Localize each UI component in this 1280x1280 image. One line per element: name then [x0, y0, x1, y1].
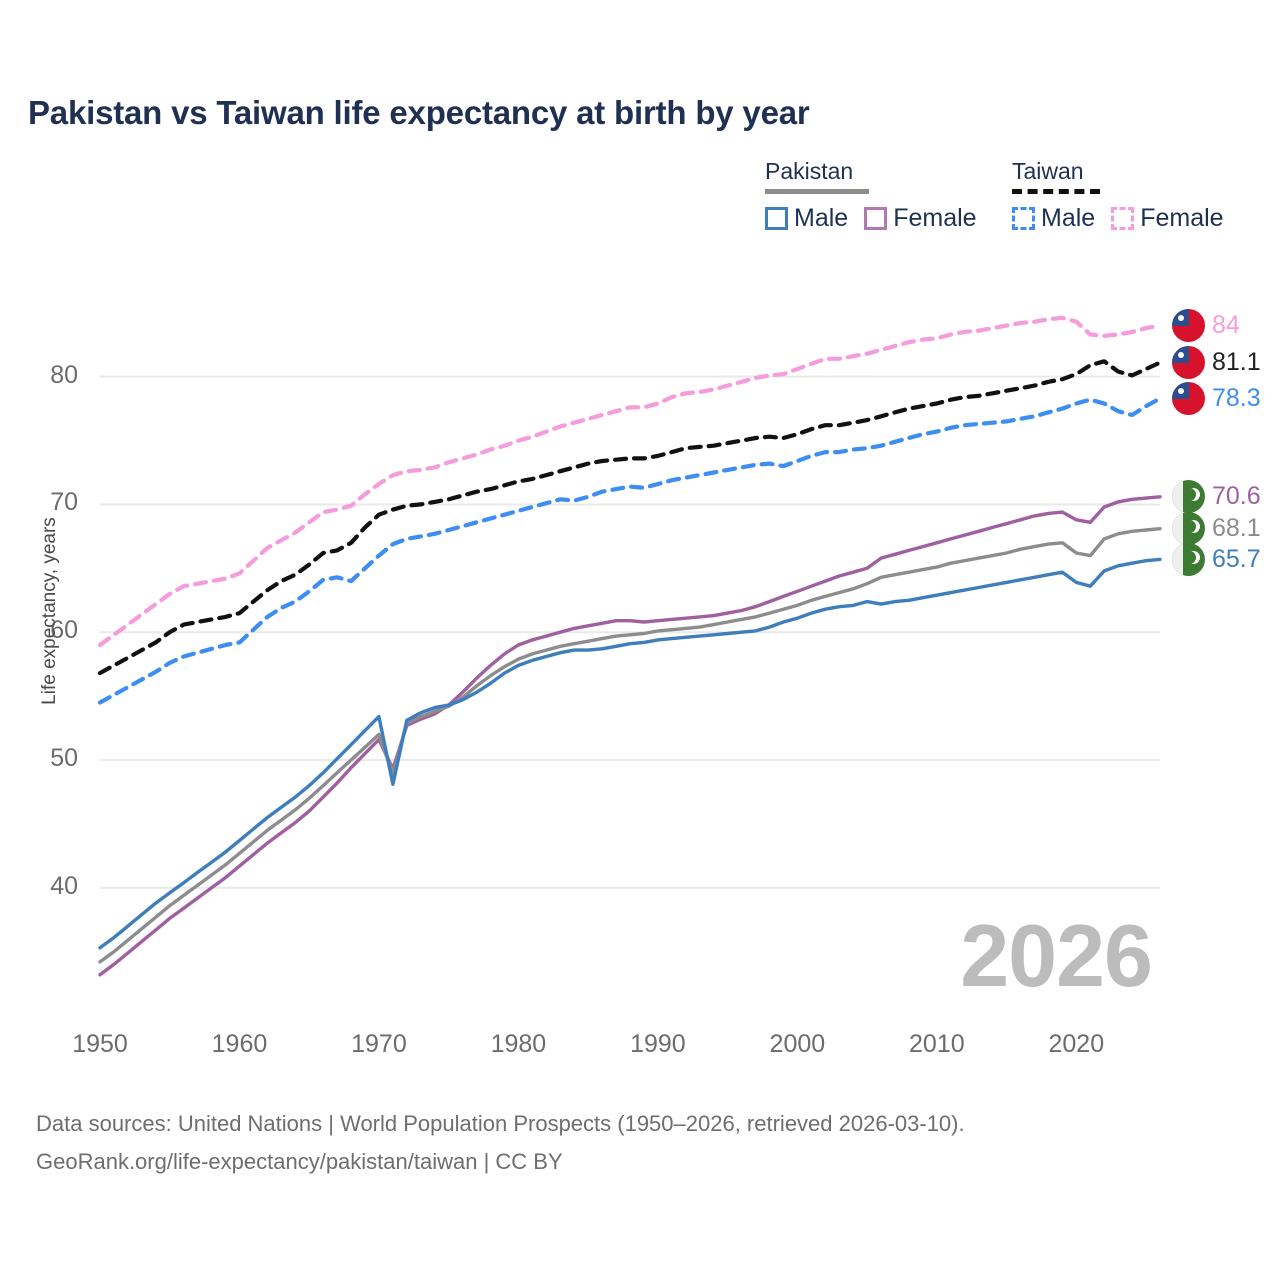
y-axis-tick-label: 70 — [50, 488, 78, 517]
legend-swatch-icon — [1012, 207, 1035, 230]
x-axis-tick-label: 2020 — [1048, 1030, 1105, 1058]
legend-rule-solid — [765, 189, 869, 194]
legend-swatch-icon — [765, 207, 788, 230]
legend-item-taiwan-female[interactable]: Female — [1111, 204, 1224, 233]
legend-group-taiwan: Taiwan Male Female — [1012, 158, 1240, 233]
footer-credits: Data sources: United Nations | World Pop… — [36, 1105, 1236, 1181]
legend-item-label: Male — [1041, 204, 1096, 232]
series-end-value: 70.6 — [1212, 482, 1261, 511]
legend-swatch-icon — [1111, 207, 1135, 230]
series-end-label: 81.1 — [1172, 346, 1261, 380]
series-end-value: 78.3 — [1212, 383, 1261, 412]
legend-group-pakistan: Pakistan Male Female — [765, 158, 993, 233]
series-end-value: 65.7 — [1212, 544, 1261, 573]
series-end-value: 81.1 — [1212, 348, 1261, 377]
taiwan-flag-icon — [1172, 346, 1205, 380]
pakistan-flag-icon — [1172, 542, 1205, 576]
legend-group-label-taiwan: Taiwan — [1012, 158, 1084, 184]
pakistan-flag-icon — [1172, 480, 1205, 514]
y-axis-title: Life expectancy, years — [39, 517, 60, 705]
series-end-label: 84 — [1172, 309, 1240, 343]
chart-legend: Pakistan Male Female Taiwan Male — [760, 158, 1260, 248]
page-title: Pakistan vs Taiwan life expectancy at bi… — [28, 94, 810, 131]
series-end-label: 78.3 — [1172, 381, 1261, 415]
x-axis-tick-label: 1960 — [211, 1030, 268, 1058]
legend-item-pakistan-male[interactable]: Male — [765, 204, 848, 233]
year-watermark: 2026 — [960, 906, 1153, 1005]
series-end-label: 70.6 — [1172, 480, 1261, 514]
legend-item-label: Female — [893, 204, 977, 232]
y-axis-tick-label: 60 — [50, 616, 78, 645]
footer-line-2: GeoRank.org/life-expectancy/pakistan/tai… — [36, 1149, 563, 1174]
series-end-value: 68.1 — [1212, 514, 1261, 543]
legend-item-pakistan-female[interactable]: Female — [864, 204, 977, 233]
y-axis-tick-label: 80 — [50, 360, 78, 389]
y-axis-tick-label: 40 — [50, 871, 78, 900]
y-axis-tick-label: 50 — [50, 744, 78, 772]
x-axis-tick-label: 2010 — [909, 1030, 965, 1058]
legend-swatch-icon — [864, 207, 888, 230]
x-axis-tick-label: 1980 — [490, 1030, 547, 1058]
footer-line-1: Data sources: United Nations | World Pop… — [36, 1111, 965, 1136]
legend-group-label-pakistan: Pakistan — [765, 158, 854, 184]
legend-item-label: Female — [1140, 204, 1224, 232]
legend-rule-dashed — [1012, 189, 1100, 194]
series-end-label: 68.1 — [1172, 512, 1261, 546]
x-axis-tick-label: 2000 — [769, 1030, 826, 1058]
x-axis-tick-label: 1950 — [72, 1030, 128, 1058]
series-end-label: 65.7 — [1172, 542, 1261, 576]
pakistan-flag-icon — [1172, 512, 1205, 546]
taiwan-flag-icon — [1172, 309, 1205, 343]
x-axis-tick-label: 1970 — [351, 1030, 407, 1058]
series-end-value: 84 — [1212, 311, 1240, 340]
legend-item-label: Male — [794, 204, 849, 232]
x-axis-tick-label: 1990 — [630, 1030, 686, 1058]
legend-item-taiwan-male[interactable]: Male — [1012, 204, 1095, 233]
taiwan-flag-icon — [1172, 381, 1205, 415]
